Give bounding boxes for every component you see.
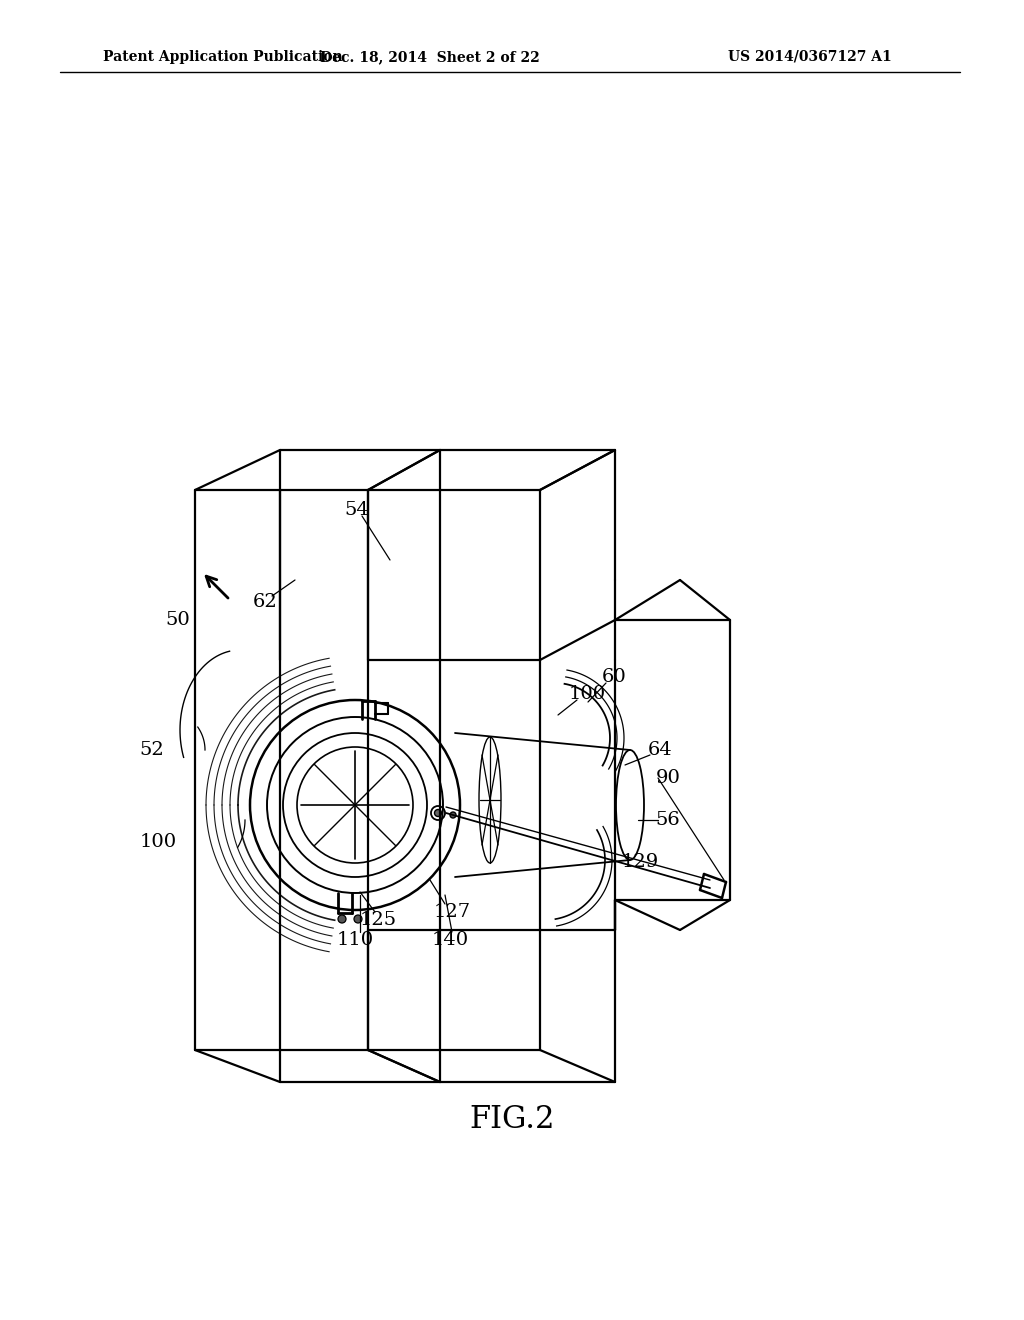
Text: 62: 62 xyxy=(253,593,278,611)
Text: 64: 64 xyxy=(647,741,673,759)
Text: Dec. 18, 2014  Sheet 2 of 22: Dec. 18, 2014 Sheet 2 of 22 xyxy=(321,50,540,63)
Text: 100: 100 xyxy=(139,833,176,851)
Text: 127: 127 xyxy=(433,903,471,921)
Text: FIG.2: FIG.2 xyxy=(469,1105,555,1135)
Text: 52: 52 xyxy=(139,741,165,759)
Text: 129: 129 xyxy=(622,853,658,871)
Text: Patent Application Publication: Patent Application Publication xyxy=(103,50,343,63)
Text: 50: 50 xyxy=(166,611,190,630)
Circle shape xyxy=(354,915,362,923)
Text: 56: 56 xyxy=(655,810,680,829)
Text: 125: 125 xyxy=(359,911,396,929)
Circle shape xyxy=(338,915,346,923)
Text: 60: 60 xyxy=(602,668,627,686)
Text: US 2014/0367127 A1: US 2014/0367127 A1 xyxy=(728,50,892,63)
Text: 90: 90 xyxy=(655,770,680,787)
Text: 110: 110 xyxy=(337,931,374,949)
Text: 100: 100 xyxy=(568,685,605,704)
Text: 54: 54 xyxy=(345,502,370,519)
Circle shape xyxy=(434,809,441,817)
Circle shape xyxy=(450,812,456,818)
Text: 140: 140 xyxy=(431,931,469,949)
